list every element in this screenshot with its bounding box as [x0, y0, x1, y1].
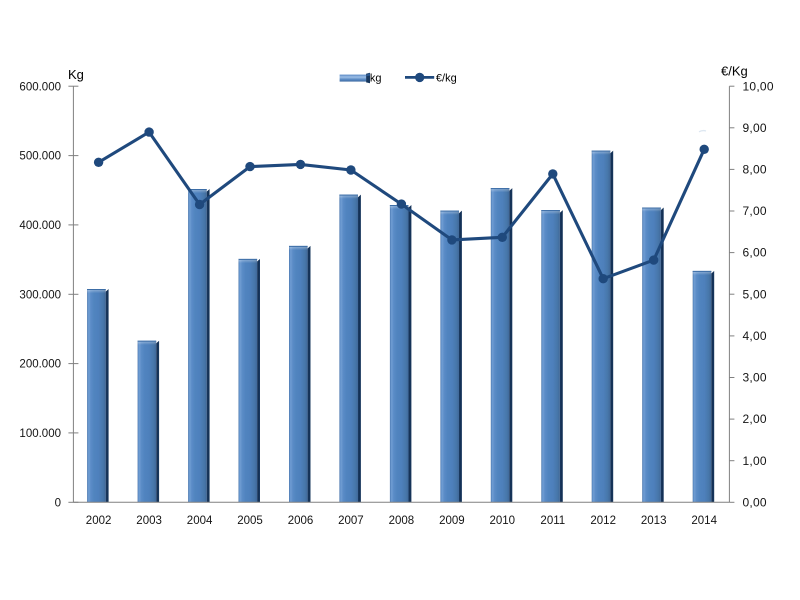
svg-text:2008: 2008 — [389, 515, 415, 527]
svg-text:300.000: 300.000 — [19, 289, 61, 301]
svg-text:5,00: 5,00 — [743, 287, 767, 301]
svg-text:kg: kg — [370, 72, 382, 84]
svg-text:2004: 2004 — [187, 515, 213, 527]
svg-text:1,00: 1,00 — [743, 454, 767, 468]
svg-text:Kg: Kg — [68, 67, 84, 82]
svg-text:6,00: 6,00 — [743, 246, 767, 260]
svg-text:2009: 2009 — [439, 515, 465, 527]
svg-text:2010: 2010 — [490, 515, 516, 527]
svg-text:10,00: 10,00 — [743, 79, 774, 93]
svg-text:€/Kg: €/Kg — [721, 64, 748, 79]
svg-text:2012: 2012 — [590, 515, 616, 527]
svg-text:2011: 2011 — [540, 515, 565, 527]
svg-text:2003: 2003 — [136, 515, 162, 527]
svg-text:2005: 2005 — [237, 515, 263, 527]
svg-text:0,00: 0,00 — [743, 495, 767, 509]
svg-text:9,00: 9,00 — [743, 121, 767, 135]
svg-text:0: 0 — [55, 497, 61, 509]
svg-text:600.000: 600.000 — [19, 81, 61, 93]
svg-text:2006: 2006 — [288, 515, 314, 527]
svg-text:2,00: 2,00 — [743, 412, 767, 426]
svg-text:3,00: 3,00 — [743, 371, 767, 385]
svg-text:8,00: 8,00 — [743, 163, 767, 177]
svg-text:7,00: 7,00 — [743, 204, 767, 218]
svg-text:400.000: 400.000 — [19, 220, 61, 232]
svg-text:2007: 2007 — [338, 515, 364, 527]
svg-text:2013: 2013 — [641, 515, 667, 527]
svg-text:2002: 2002 — [86, 515, 112, 527]
svg-text:200.000: 200.000 — [19, 359, 61, 371]
svg-text:4,00: 4,00 — [743, 329, 767, 343]
svg-text:€/kg: €/kg — [436, 72, 457, 84]
svg-text:100.000: 100.000 — [19, 428, 61, 440]
svg-text:2014: 2014 — [691, 515, 717, 527]
svg-text:500.000: 500.000 — [19, 151, 61, 163]
